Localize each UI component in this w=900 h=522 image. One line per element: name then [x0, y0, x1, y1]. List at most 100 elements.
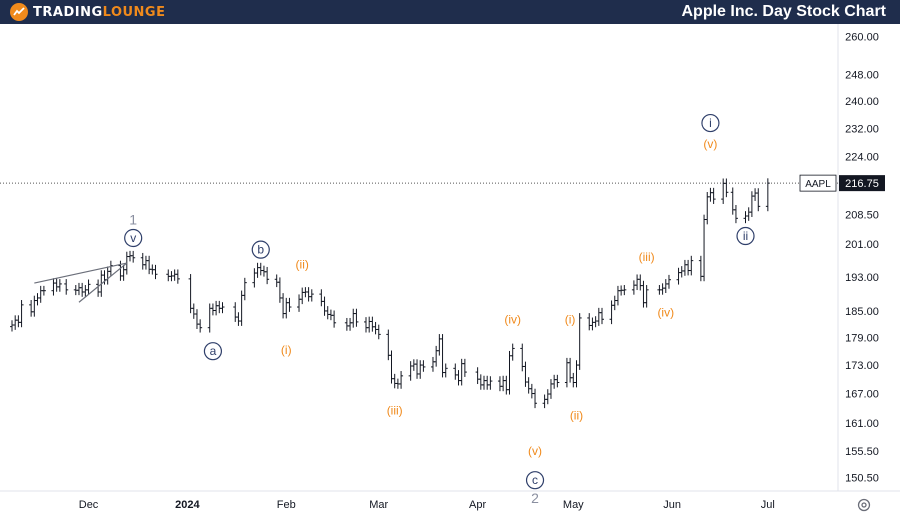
ohlc-bar [577, 313, 582, 370]
ohlc-bar [453, 363, 458, 380]
ohlc-bar [80, 282, 85, 297]
ohlc-bar [376, 324, 381, 340]
wave-label: (iii) [387, 404, 403, 418]
ohlc-bar [676, 267, 681, 285]
brand-name-part1: TRADING [33, 4, 103, 20]
ohlc-bar [730, 187, 735, 215]
ohlc-bar [19, 300, 24, 328]
ohlc-bar [83, 285, 88, 297]
ohlc-bar [242, 277, 247, 301]
wave-label: 1 [129, 211, 137, 227]
ohlc-bar [708, 187, 713, 202]
wave-label-circle: i [701, 113, 720, 133]
chart-title: Apple Inc. Day Stock Chart [681, 3, 887, 20]
ohlc-bar [482, 375, 486, 390]
ohlc-bar [41, 285, 46, 296]
ohlc-bar [411, 359, 416, 371]
ohlc-bar [252, 268, 257, 288]
wave-label: (ii) [570, 409, 583, 423]
ohlc-bar [191, 303, 196, 319]
ohlc-bar [38, 285, 43, 303]
wave-label: (ii) [296, 257, 309, 271]
ohlc-bar [702, 214, 707, 282]
ohlc-bar [287, 297, 292, 312]
logo-icon [10, 3, 28, 21]
x-tick-label: Apr [469, 499, 486, 511]
ohlc-bar [265, 266, 270, 285]
ohlc-bar [587, 313, 592, 331]
wave-label-circle: a [203, 342, 223, 361]
ohlc-bar [485, 375, 490, 390]
ohlc-bar [548, 379, 553, 399]
ohlc-bar [194, 309, 199, 329]
ohlc-bar [600, 307, 604, 325]
ohlc-bar [364, 317, 368, 333]
ohlc-bar [86, 279, 91, 295]
ohlc-bar [319, 289, 324, 307]
ohlc-bar [108, 260, 113, 277]
ohlc-bar [214, 300, 219, 316]
ohlc-bar [686, 259, 691, 276]
ohlc-bar [220, 302, 225, 314]
ohlc-bar [255, 262, 260, 278]
ohlc-bar [309, 289, 314, 302]
ohlc-bar [437, 334, 442, 356]
ohlc-bar [408, 361, 413, 381]
ohlc-bar [281, 293, 286, 319]
wave-label-text: v [130, 231, 136, 245]
x-tick-label: Mar [369, 499, 388, 511]
ohlc-bar [198, 319, 203, 333]
ohlc-bar [236, 312, 241, 326]
ohlc-bar [443, 363, 448, 378]
wave-annotations: 1 v a b (ii) (i) (iii) (iv) (i) (ii) (v) c 2 (iii) (iv… [124, 113, 755, 506]
ohlc-bar [497, 376, 502, 392]
ohlc-bar [622, 285, 627, 296]
ohlc-bar [16, 315, 21, 328]
wave-label: (v) [528, 444, 542, 458]
ohlc-bar [504, 375, 509, 395]
gear-icon[interactable] [856, 497, 872, 513]
ohlc-bar [32, 295, 37, 317]
ohlc-bar [57, 279, 62, 292]
y-tick-label: 248.00 [845, 69, 879, 81]
ohlc-bar [520, 343, 525, 372]
ohlc-bar [261, 265, 266, 277]
x-tick-label: Jul [761, 499, 775, 511]
ohlc-bar [29, 300, 34, 317]
stock-chart[interactable]: 1 v a b (ii) (i) (iii) (iv) (i) (ii) (v) c 2 (iii) (iv… [0, 24, 900, 522]
symbol-badge [799, 174, 837, 192]
wave-label: (iii) [639, 250, 655, 264]
ohlc-bar [552, 374, 557, 389]
ohlc-bar [488, 376, 493, 390]
last-price-tag: AAPL 216.75 [799, 174, 885, 192]
wave-label: (i) [565, 313, 576, 327]
ohlc-bar [631, 280, 636, 295]
ohlc-bar [593, 316, 598, 328]
ohlc-bar [459, 358, 464, 386]
ohlc-bar [574, 360, 579, 388]
ohlc-bar [660, 283, 665, 295]
ohlc-bar [153, 264, 158, 280]
y-tick-label: 232.00 [845, 123, 879, 135]
ohlc-bar [172, 269, 177, 281]
y-tick-label: 193.00 [845, 272, 879, 284]
brand-name-part2: LOUNGE [102, 4, 166, 20]
ohlc-bar [76, 282, 81, 296]
ohlc-bar [666, 274, 671, 289]
ohlc-bar [325, 306, 330, 320]
ohlc-bar [615, 285, 620, 306]
wave-label: (iv) [504, 313, 521, 327]
ohlc-bar [13, 315, 18, 330]
ohlc-bar [175, 269, 180, 284]
wave-label-circle: v [124, 228, 143, 248]
ohlc-bar [733, 204, 738, 224]
ohlc-bar [147, 255, 152, 275]
ohlc-bar [596, 307, 601, 326]
x-tick-label: May [563, 499, 584, 511]
ohlc-bar [373, 321, 378, 335]
brand-logo[interactable]: TRADING LOUNGE [10, 3, 165, 21]
chart-grid [0, 24, 900, 492]
wave-label-circle: c [525, 471, 545, 490]
ohlc-bar [749, 191, 754, 217]
ohlc-bar [284, 297, 289, 319]
